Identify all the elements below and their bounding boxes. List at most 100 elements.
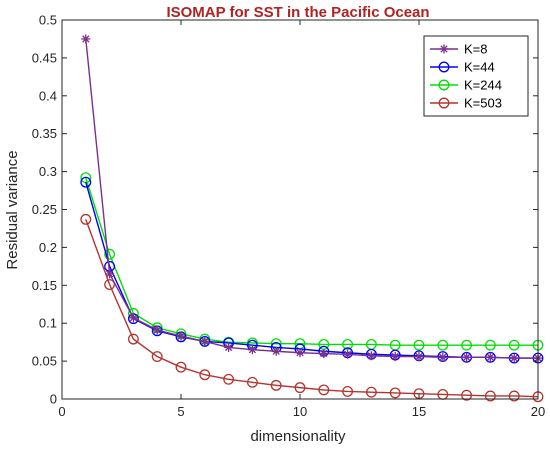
legend-entry: K=44 <box>430 60 495 75</box>
y-tick-label: 0.4 <box>39 88 57 103</box>
series-k-8 <box>81 34 543 363</box>
legend-label: K=244 <box>464 78 502 93</box>
y-tick-label: 0.15 <box>32 278 57 293</box>
data-point <box>246 376 258 388</box>
data-point <box>127 333 139 345</box>
data-point <box>199 335 211 347</box>
x-axis-title: dimensionality <box>250 428 346 445</box>
asterisk-stroke <box>367 352 376 360</box>
data-point <box>509 353 519 363</box>
data-point <box>247 345 257 355</box>
data-point <box>366 351 376 361</box>
data-point <box>461 339 473 351</box>
legend-label: K=8 <box>464 42 488 57</box>
asterisk-stroke <box>82 35 90 43</box>
series-k-503 <box>80 213 544 403</box>
asterisk-stroke <box>343 350 352 358</box>
data-point <box>342 385 354 397</box>
legend-label: K=503 <box>464 96 502 111</box>
legend-label: K=44 <box>464 60 495 75</box>
data-point <box>508 390 520 402</box>
data-point <box>199 369 211 381</box>
legend-entry: K=8 <box>430 42 488 57</box>
data-point <box>414 352 424 362</box>
x-tick-label: 20 <box>531 404 545 419</box>
data-point <box>461 389 473 401</box>
legend: K=8 K=44 K=244 K=503 <box>423 35 529 117</box>
data-point <box>389 387 401 399</box>
y-axis-title: Residual variance <box>4 150 21 269</box>
asterisk-stroke <box>272 347 280 355</box>
asterisk-stroke <box>153 326 161 334</box>
y-tick-label: 0 <box>50 392 57 407</box>
data-point <box>224 342 234 352</box>
data-point <box>80 213 92 225</box>
y-tick-label: 0.3 <box>39 164 57 179</box>
data-point <box>104 248 116 260</box>
axes-layer: 0 5 10 15 20 0 0.05 0.1 0.15 0.2 0.25 0.3 0.35 0.4 0.4… <box>32 13 546 420</box>
data-point <box>80 176 92 188</box>
y-tick-label: 0.1 <box>39 316 57 331</box>
data-point <box>462 352 472 362</box>
legend-marker <box>438 97 450 109</box>
y-tick-label: 0.05 <box>32 354 57 369</box>
legend-marker <box>438 79 450 91</box>
data-point <box>342 338 354 350</box>
legend-marker <box>439 44 449 54</box>
data-point <box>484 339 496 351</box>
y-tick-label: 0.35 <box>32 126 57 141</box>
asterisk-stroke <box>439 353 447 361</box>
y-tick-label: 0.25 <box>32 202 57 217</box>
asterisk-stroke <box>320 349 328 358</box>
data-point <box>295 348 305 358</box>
data-point <box>104 279 116 290</box>
x-tick-label: 5 <box>177 404 184 419</box>
asterisk-stroke <box>510 354 518 362</box>
asterisk-stroke <box>440 45 448 53</box>
asterisk-stroke <box>177 332 185 340</box>
chart-title: ISOMAP for SST in the Pacific Ocean <box>166 4 429 21</box>
data-point <box>270 379 282 391</box>
asterisk-stroke <box>129 314 138 322</box>
data-point <box>81 34 91 44</box>
data-point <box>128 313 138 323</box>
data-point <box>437 339 449 351</box>
asterisk-stroke <box>296 349 304 357</box>
data-point <box>319 349 329 359</box>
asterisk-stroke <box>105 270 114 278</box>
asterisk-stroke <box>248 346 257 354</box>
data-point <box>390 352 400 362</box>
legend-entry: K=244 <box>430 78 502 93</box>
asterisk-stroke <box>391 352 399 361</box>
data-point <box>508 339 520 351</box>
data-point <box>485 352 495 362</box>
data-point <box>175 361 187 373</box>
x-tick-label: 0 <box>58 404 65 419</box>
data-point <box>294 382 306 394</box>
x-tick-label: 10 <box>293 404 307 419</box>
data-point <box>413 339 425 351</box>
y-tick-label: 0.5 <box>39 13 57 28</box>
data-point <box>271 346 281 356</box>
x-tick-label: 15 <box>412 404 426 419</box>
data-point <box>223 373 235 385</box>
asterisk-stroke <box>224 343 233 352</box>
data-point <box>438 352 448 362</box>
series-layer <box>80 34 544 403</box>
y-tick-label: 0.2 <box>39 240 57 255</box>
asterisk-stroke <box>415 352 423 361</box>
data-point <box>151 351 163 363</box>
data-point <box>365 386 377 398</box>
asterisk-stroke <box>201 337 209 346</box>
data-point <box>343 349 353 359</box>
legend-marker <box>438 61 450 73</box>
y-tick-label: 0.45 <box>32 50 57 65</box>
data-point <box>105 269 115 279</box>
data-point <box>200 336 210 346</box>
data-point <box>318 384 330 396</box>
asterisk-stroke <box>462 353 471 361</box>
data-point <box>152 325 162 335</box>
data-point <box>484 390 496 402</box>
legend-entry: K=503 <box>430 96 502 111</box>
